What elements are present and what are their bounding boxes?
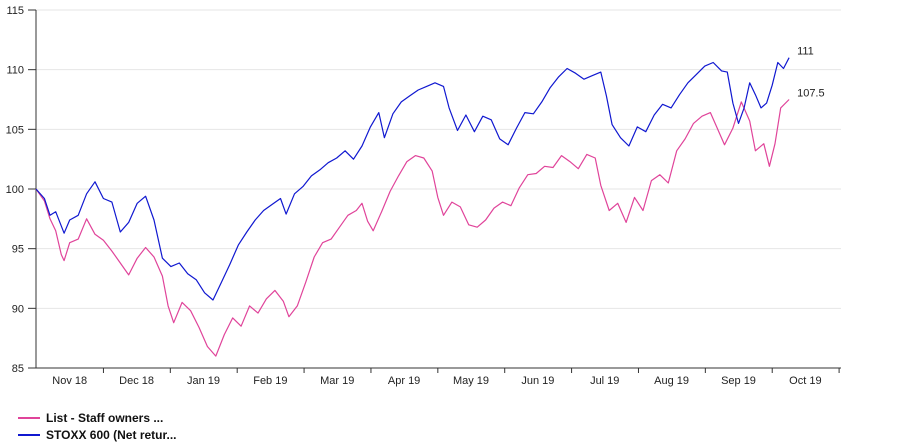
- x-tick-label-0: Nov 18: [52, 375, 87, 387]
- legend-swatch-staff-owners: [18, 416, 40, 419]
- x-tick-label-9: Aug 19: [654, 375, 689, 387]
- x-tick-label-2: Jan 19: [187, 375, 220, 387]
- x-tick-label-8: Jul 19: [590, 375, 619, 387]
- x-tick-label-11: Oct 19: [789, 375, 821, 387]
- legend-swatch-stoxx600: [18, 433, 40, 436]
- x-tick-label-1: Dec 18: [119, 375, 154, 387]
- y-tick-label-95: 95: [12, 244, 24, 256]
- x-tick-label-3: Feb 19: [253, 375, 287, 387]
- x-tick-label-5: Apr 19: [388, 375, 420, 387]
- legend-label-staff-owners: List - Staff owners ...: [46, 410, 164, 425]
- series-line-1: [35, 57, 790, 301]
- y-tick-label-115: 115: [6, 5, 24, 17]
- legend-label-stoxx600: STOXX 600 (Net retur...: [46, 427, 177, 442]
- end-label-0: 107.5: [797, 88, 825, 100]
- x-tick-label-4: Mar 19: [320, 375, 354, 387]
- y-tick-label-110: 110: [6, 65, 24, 77]
- x-axis: Nov 18 Dec 18 Jan 19 Feb 19 Mar 19 Apr 19 May …: [36, 367, 841, 387]
- end-labels: 107.5 111: [797, 46, 825, 100]
- legend: List - Staff owners ... STOXX 600 (Net r…: [18, 409, 177, 443]
- x-tick-label-6: May 19: [453, 375, 489, 387]
- legend-item-stoxx600[interactable]: STOXX 600 (Net retur...: [18, 426, 177, 443]
- line-chart: 85 90 95 100 105 110 115 Nov 18 Dec 18 Jan 19 Feb…: [6, 5, 841, 387]
- y-tick-label-105: 105: [6, 124, 24, 136]
- x-tick-label-10: Sep 19: [721, 375, 756, 387]
- y-tick-label-85: 85: [12, 363, 24, 375]
- y-tick-label-100: 100: [6, 184, 24, 196]
- y-tick-label-90: 90: [12, 303, 24, 315]
- x-tick-label-7: Jun 19: [521, 375, 554, 387]
- series-lines: [35, 57, 790, 357]
- legend-item-staff-owners[interactable]: List - Staff owners ...: [18, 409, 177, 426]
- gridlines: [36, 9, 841, 369]
- y-axis: 85 90 95 100 105 110 115: [6, 5, 37, 375]
- end-label-1: 111: [797, 46, 814, 58]
- series-line-0: [35, 99, 790, 357]
